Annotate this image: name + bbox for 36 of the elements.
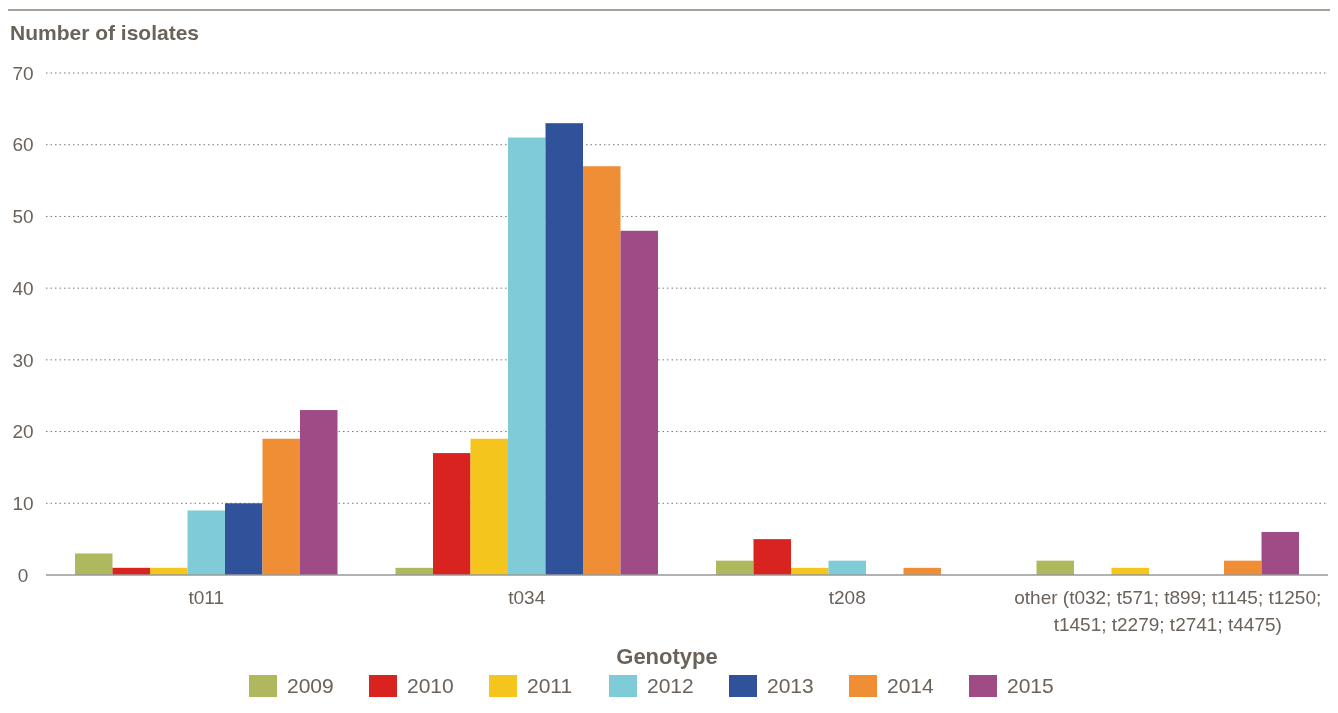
bar: [262, 438, 300, 575]
bar: [433, 453, 471, 575]
y-tick-label: 30: [12, 349, 34, 371]
y-tick-label: 20: [12, 421, 34, 443]
x-tick-label: t011: [188, 587, 225, 608]
bar: [75, 553, 113, 575]
bar: [1224, 560, 1262, 575]
bar: [187, 510, 225, 575]
x-axis-title: Genotype: [616, 644, 718, 669]
y-tick-label: 60: [12, 134, 34, 156]
bar: [545, 123, 583, 575]
bar: [508, 137, 546, 575]
bar: [470, 438, 508, 575]
bar: [620, 230, 658, 575]
y-tick-label: 10: [12, 492, 34, 514]
bar: [300, 410, 338, 575]
legend-label: 2015: [1007, 674, 1054, 698]
x-tick-label: t208: [828, 587, 866, 608]
y-tick-label: 40: [12, 277, 34, 299]
legend-label: 2012: [647, 674, 694, 698]
y-tick-label: 70: [12, 62, 34, 84]
bar: [583, 166, 621, 575]
legend-label: 2010: [407, 674, 454, 698]
x-tick-label: other (t032; t571; t899; t1145; t1250; t1451; t2279; t2741; t4475): [1014, 587, 1322, 635]
legend-label: 2013: [767, 674, 814, 698]
bar: [225, 503, 263, 575]
x-tick-label: t034: [508, 587, 546, 608]
legend-label: 2009: [287, 674, 334, 698]
y-tick-label: 0: [17, 564, 29, 586]
bar: [716, 560, 754, 575]
y-axis-title: Number of isolates: [10, 21, 200, 44]
legend-label: 2011: [527, 674, 573, 698]
bar: [1261, 531, 1299, 575]
legend-label: 2014: [887, 674, 935, 698]
bar: [753, 539, 791, 575]
y-tick-label: 50: [12, 206, 34, 228]
